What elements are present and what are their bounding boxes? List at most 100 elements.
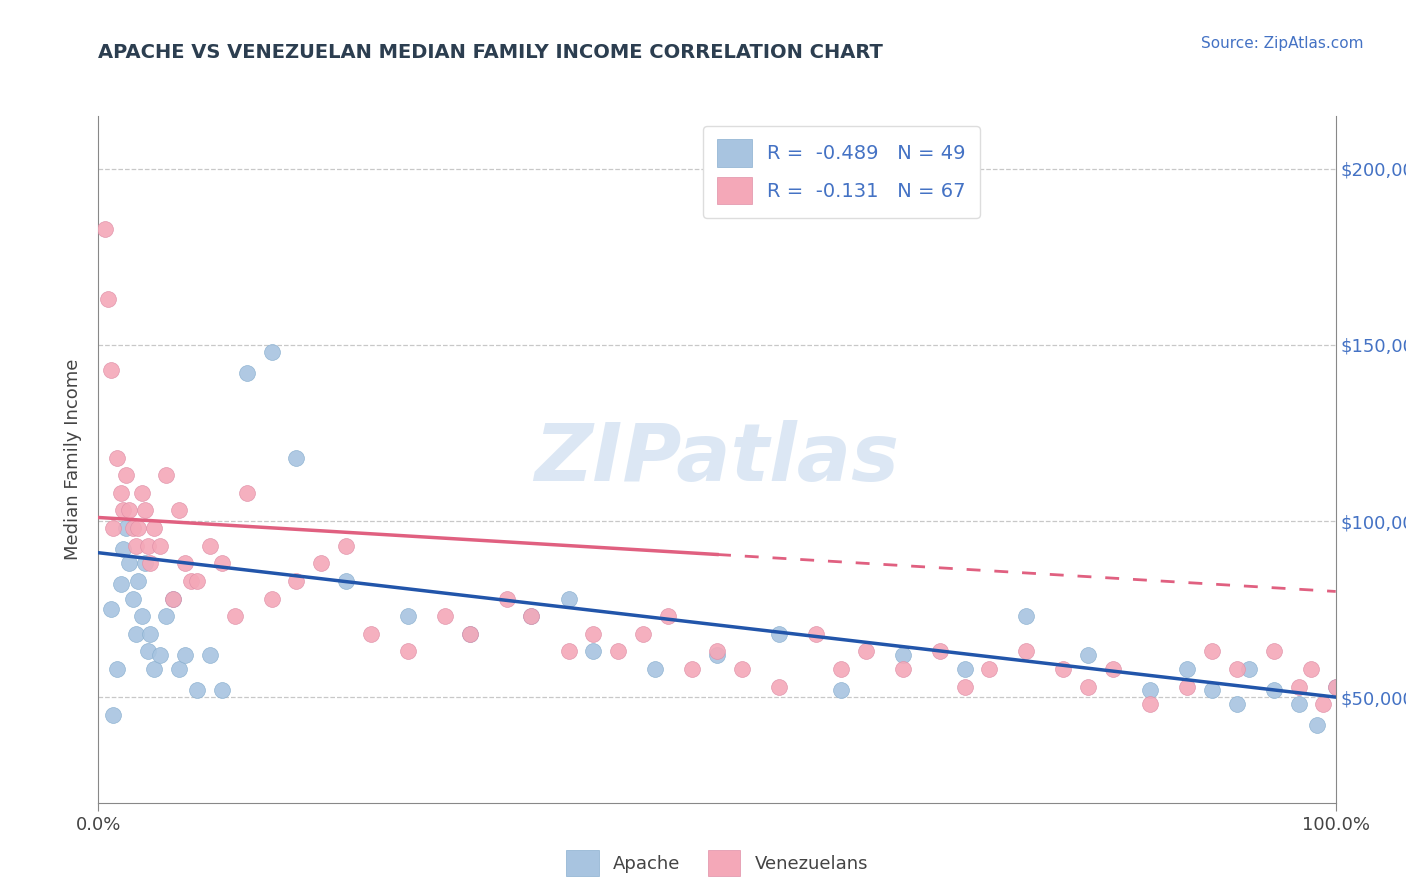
Point: [396, 609, 419, 624]
Point: [1052, 662, 1074, 676]
Point: [162, 591, 184, 606]
Point: [114, 468, 136, 483]
Point: [1139, 683, 1161, 698]
Point: [1263, 644, 1285, 658]
Point: [122, 591, 145, 606]
Text: ZIPatlas: ZIPatlas: [534, 420, 900, 499]
Point: [1201, 683, 1223, 698]
Point: [139, 626, 162, 640]
Point: [631, 626, 654, 640]
Legend: Apache, Venezuelans: Apache, Venezuelans: [560, 843, 875, 883]
Point: [110, 577, 132, 591]
Point: [804, 626, 827, 640]
Point: [731, 662, 754, 676]
Point: [155, 468, 177, 483]
Point: [112, 503, 135, 517]
Point: [149, 648, 172, 662]
Point: [139, 556, 162, 570]
Point: [1324, 680, 1347, 694]
Point: [134, 503, 156, 517]
Point: [131, 486, 153, 500]
Point: [105, 662, 128, 676]
Point: [1237, 662, 1260, 676]
Point: [1226, 697, 1249, 711]
Point: [1263, 683, 1285, 698]
Point: [1288, 680, 1310, 694]
Point: [127, 574, 149, 588]
Point: [520, 609, 543, 624]
Point: [1175, 680, 1198, 694]
Point: [520, 609, 543, 624]
Text: APACHE VS VENEZUELAN MEDIAN FAMILY INCOME CORRELATION CHART: APACHE VS VENEZUELAN MEDIAN FAMILY INCOM…: [98, 44, 883, 62]
Point: [681, 662, 703, 676]
Point: [309, 556, 332, 570]
Point: [103, 707, 125, 722]
Point: [1226, 662, 1249, 676]
Point: [768, 626, 790, 640]
Point: [768, 680, 790, 694]
Point: [644, 662, 666, 676]
Point: [1324, 680, 1347, 694]
Point: [124, 626, 146, 640]
Point: [127, 521, 149, 535]
Point: [953, 662, 976, 676]
Point: [124, 539, 146, 553]
Point: [100, 362, 122, 376]
Point: [1015, 609, 1038, 624]
Point: [110, 486, 132, 500]
Point: [105, 450, 128, 465]
Point: [495, 591, 517, 606]
Point: [1102, 662, 1125, 676]
Point: [1077, 648, 1099, 662]
Point: [260, 591, 283, 606]
Y-axis label: Median Family Income: Median Family Income: [65, 359, 83, 560]
Point: [224, 609, 246, 624]
Point: [979, 662, 1001, 676]
Point: [657, 609, 679, 624]
Point: [211, 683, 233, 698]
Point: [167, 503, 190, 517]
Point: [582, 626, 605, 640]
Point: [97, 292, 120, 306]
Point: [1139, 697, 1161, 711]
Point: [1015, 644, 1038, 658]
Point: [131, 609, 153, 624]
Point: [167, 662, 190, 676]
Point: [103, 521, 125, 535]
Point: [557, 644, 579, 658]
Point: [706, 648, 728, 662]
Point: [155, 609, 177, 624]
Point: [100, 602, 122, 616]
Point: [118, 556, 141, 570]
Point: [236, 366, 259, 380]
Point: [335, 574, 357, 588]
Point: [118, 503, 141, 517]
Point: [149, 539, 172, 553]
Point: [174, 648, 197, 662]
Point: [136, 644, 159, 658]
Text: Source: ZipAtlas.com: Source: ZipAtlas.com: [1201, 36, 1364, 51]
Point: [143, 662, 166, 676]
Point: [557, 591, 579, 606]
Point: [198, 539, 221, 553]
Point: [236, 486, 259, 500]
Point: [136, 539, 159, 553]
Point: [396, 644, 419, 658]
Point: [1312, 697, 1334, 711]
Point: [112, 542, 135, 557]
Point: [928, 644, 950, 658]
Point: [198, 648, 221, 662]
Point: [891, 648, 914, 662]
Point: [285, 450, 308, 465]
Point: [186, 574, 208, 588]
Point: [891, 662, 914, 676]
Point: [114, 521, 136, 535]
Point: [433, 609, 456, 624]
Point: [335, 539, 357, 553]
Point: [1288, 697, 1310, 711]
Point: [143, 521, 166, 535]
Point: [1306, 718, 1329, 732]
Point: [607, 644, 630, 658]
Point: [180, 574, 202, 588]
Point: [1299, 662, 1322, 676]
